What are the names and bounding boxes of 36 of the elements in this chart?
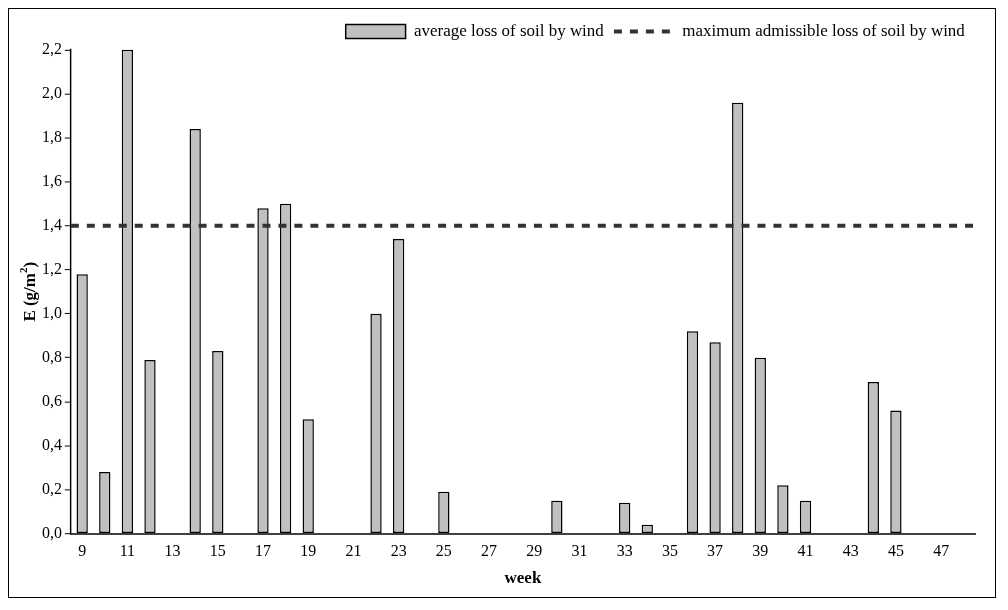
y-tick-label: 0,0 (41, 523, 62, 541)
x-tick-label: 43 (842, 542, 859, 560)
x-tick-label: 23 (390, 542, 407, 560)
x-tick-label: 47 (933, 542, 950, 560)
y-tick-label: 0,6 (41, 391, 62, 409)
x-tick-label: 11 (119, 542, 136, 560)
y-tick-label: 0,2 (41, 479, 62, 497)
x-tick-label: 9 (78, 542, 87, 560)
legend-label: average loss of soil by wind (414, 20, 605, 40)
y-tick-label: 2,0 (41, 84, 62, 102)
x-tick-label: 19 (300, 542, 317, 560)
x-tick-label: 33 (616, 542, 633, 560)
y-tick-label: 1,8 (41, 128, 62, 145)
y-tick-label: 0,8 (41, 347, 62, 365)
x-tick-label: 35 (661, 542, 678, 560)
legend-label: maximum admissible loss of soil by wind (682, 20, 966, 40)
x-tick-label: 15 (209, 542, 226, 560)
y-tick-label: 2,2 (41, 40, 62, 58)
x-tick-label: 29 (526, 542, 543, 560)
x-tick-label: 37 (707, 542, 724, 560)
y-axis-title: E (g/m2) (16, 261, 40, 322)
x-tick-label: 41 (797, 542, 814, 560)
x-tick-label: 27 (481, 542, 498, 560)
y-tick-label: 1,4 (41, 215, 62, 233)
x-tick-label: 21 (345, 542, 362, 560)
x-tick-label: 31 (571, 542, 588, 560)
y-tick-label: 1,6 (41, 171, 62, 189)
y-tick-label: 0,4 (41, 435, 62, 453)
x-tick-label: 13 (164, 542, 181, 560)
x-tick-label: 25 (435, 542, 452, 560)
x-axis-title: week (504, 568, 542, 588)
x-tick-label: 39 (752, 542, 769, 560)
y-tick-label: 1,2 (41, 259, 62, 277)
y-tick-label: 1,0 (41, 303, 62, 321)
x-tick-label: 45 (887, 542, 904, 560)
x-tick-label: 17 (255, 542, 272, 560)
